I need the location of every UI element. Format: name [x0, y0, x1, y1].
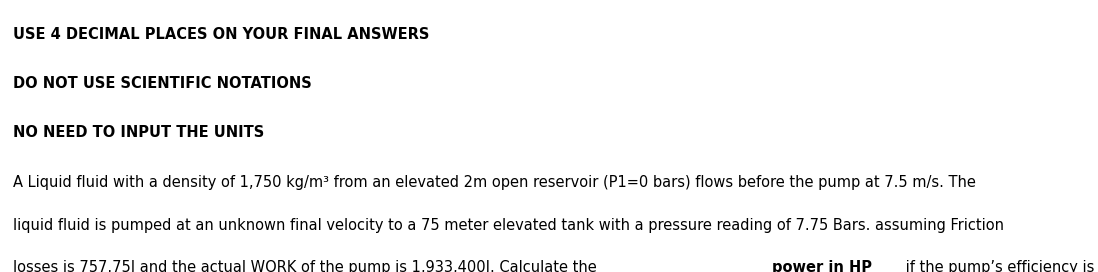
Text: USE 4 DECIMAL PLACES ON YOUR FINAL ANSWERS: USE 4 DECIMAL PLACES ON YOUR FINAL ANSWE… — [13, 27, 429, 42]
Text: losses is 757.75J and the actual WORK of the pump is 1,933,400J. Calculate the: losses is 757.75J and the actual WORK of… — [13, 260, 602, 272]
Text: liquid fluid is pumped at an unknown final velocity to a 75 meter elevated tank : liquid fluid is pumped at an unknown fin… — [13, 218, 1005, 233]
Text: A Liquid fluid with a density of 1,750 kg/m³ from an elevated 2m open reservoir : A Liquid fluid with a density of 1,750 k… — [13, 175, 976, 190]
Text: if the pump’s efficiency is just 75% and for: if the pump’s efficiency is just 75% and… — [901, 260, 1098, 272]
Text: NO NEED TO INPUT THE UNITS: NO NEED TO INPUT THE UNITS — [13, 125, 265, 140]
Text: DO NOT USE SCIENTIFIC NOTATIONS: DO NOT USE SCIENTIFIC NOTATIONS — [13, 76, 312, 91]
Text: power in HP: power in HP — [772, 260, 873, 272]
